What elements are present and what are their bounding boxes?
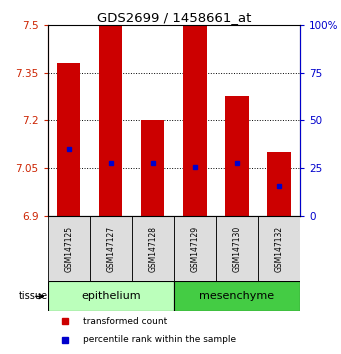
Bar [141,120,164,216]
Bar [48,216,90,281]
Text: GSM147132: GSM147132 [275,225,284,272]
Text: GSM147128: GSM147128 [148,225,158,272]
Bar [99,25,122,216]
Bar [57,63,80,216]
Bar [183,25,207,216]
Bar [267,152,291,216]
Text: GSM147127: GSM147127 [106,225,115,272]
Bar [90,216,132,281]
Text: epithelium: epithelium [81,291,140,301]
Bar [216,216,258,281]
Bar [174,216,216,281]
Text: transformed count: transformed count [83,317,167,326]
Text: mesenchyme: mesenchyme [199,291,275,301]
Bar [258,216,300,281]
Text: tissue: tissue [19,291,48,301]
Bar [48,281,174,312]
Text: GSM147129: GSM147129 [190,225,199,272]
Text: GSM147125: GSM147125 [64,225,73,272]
Bar [225,96,249,216]
Text: GSM147130: GSM147130 [233,225,241,272]
Bar [174,281,300,312]
Text: percentile rank within the sample: percentile rank within the sample [83,335,236,344]
Title: GDS2699 / 1458661_at: GDS2699 / 1458661_at [97,11,251,24]
Bar [132,216,174,281]
